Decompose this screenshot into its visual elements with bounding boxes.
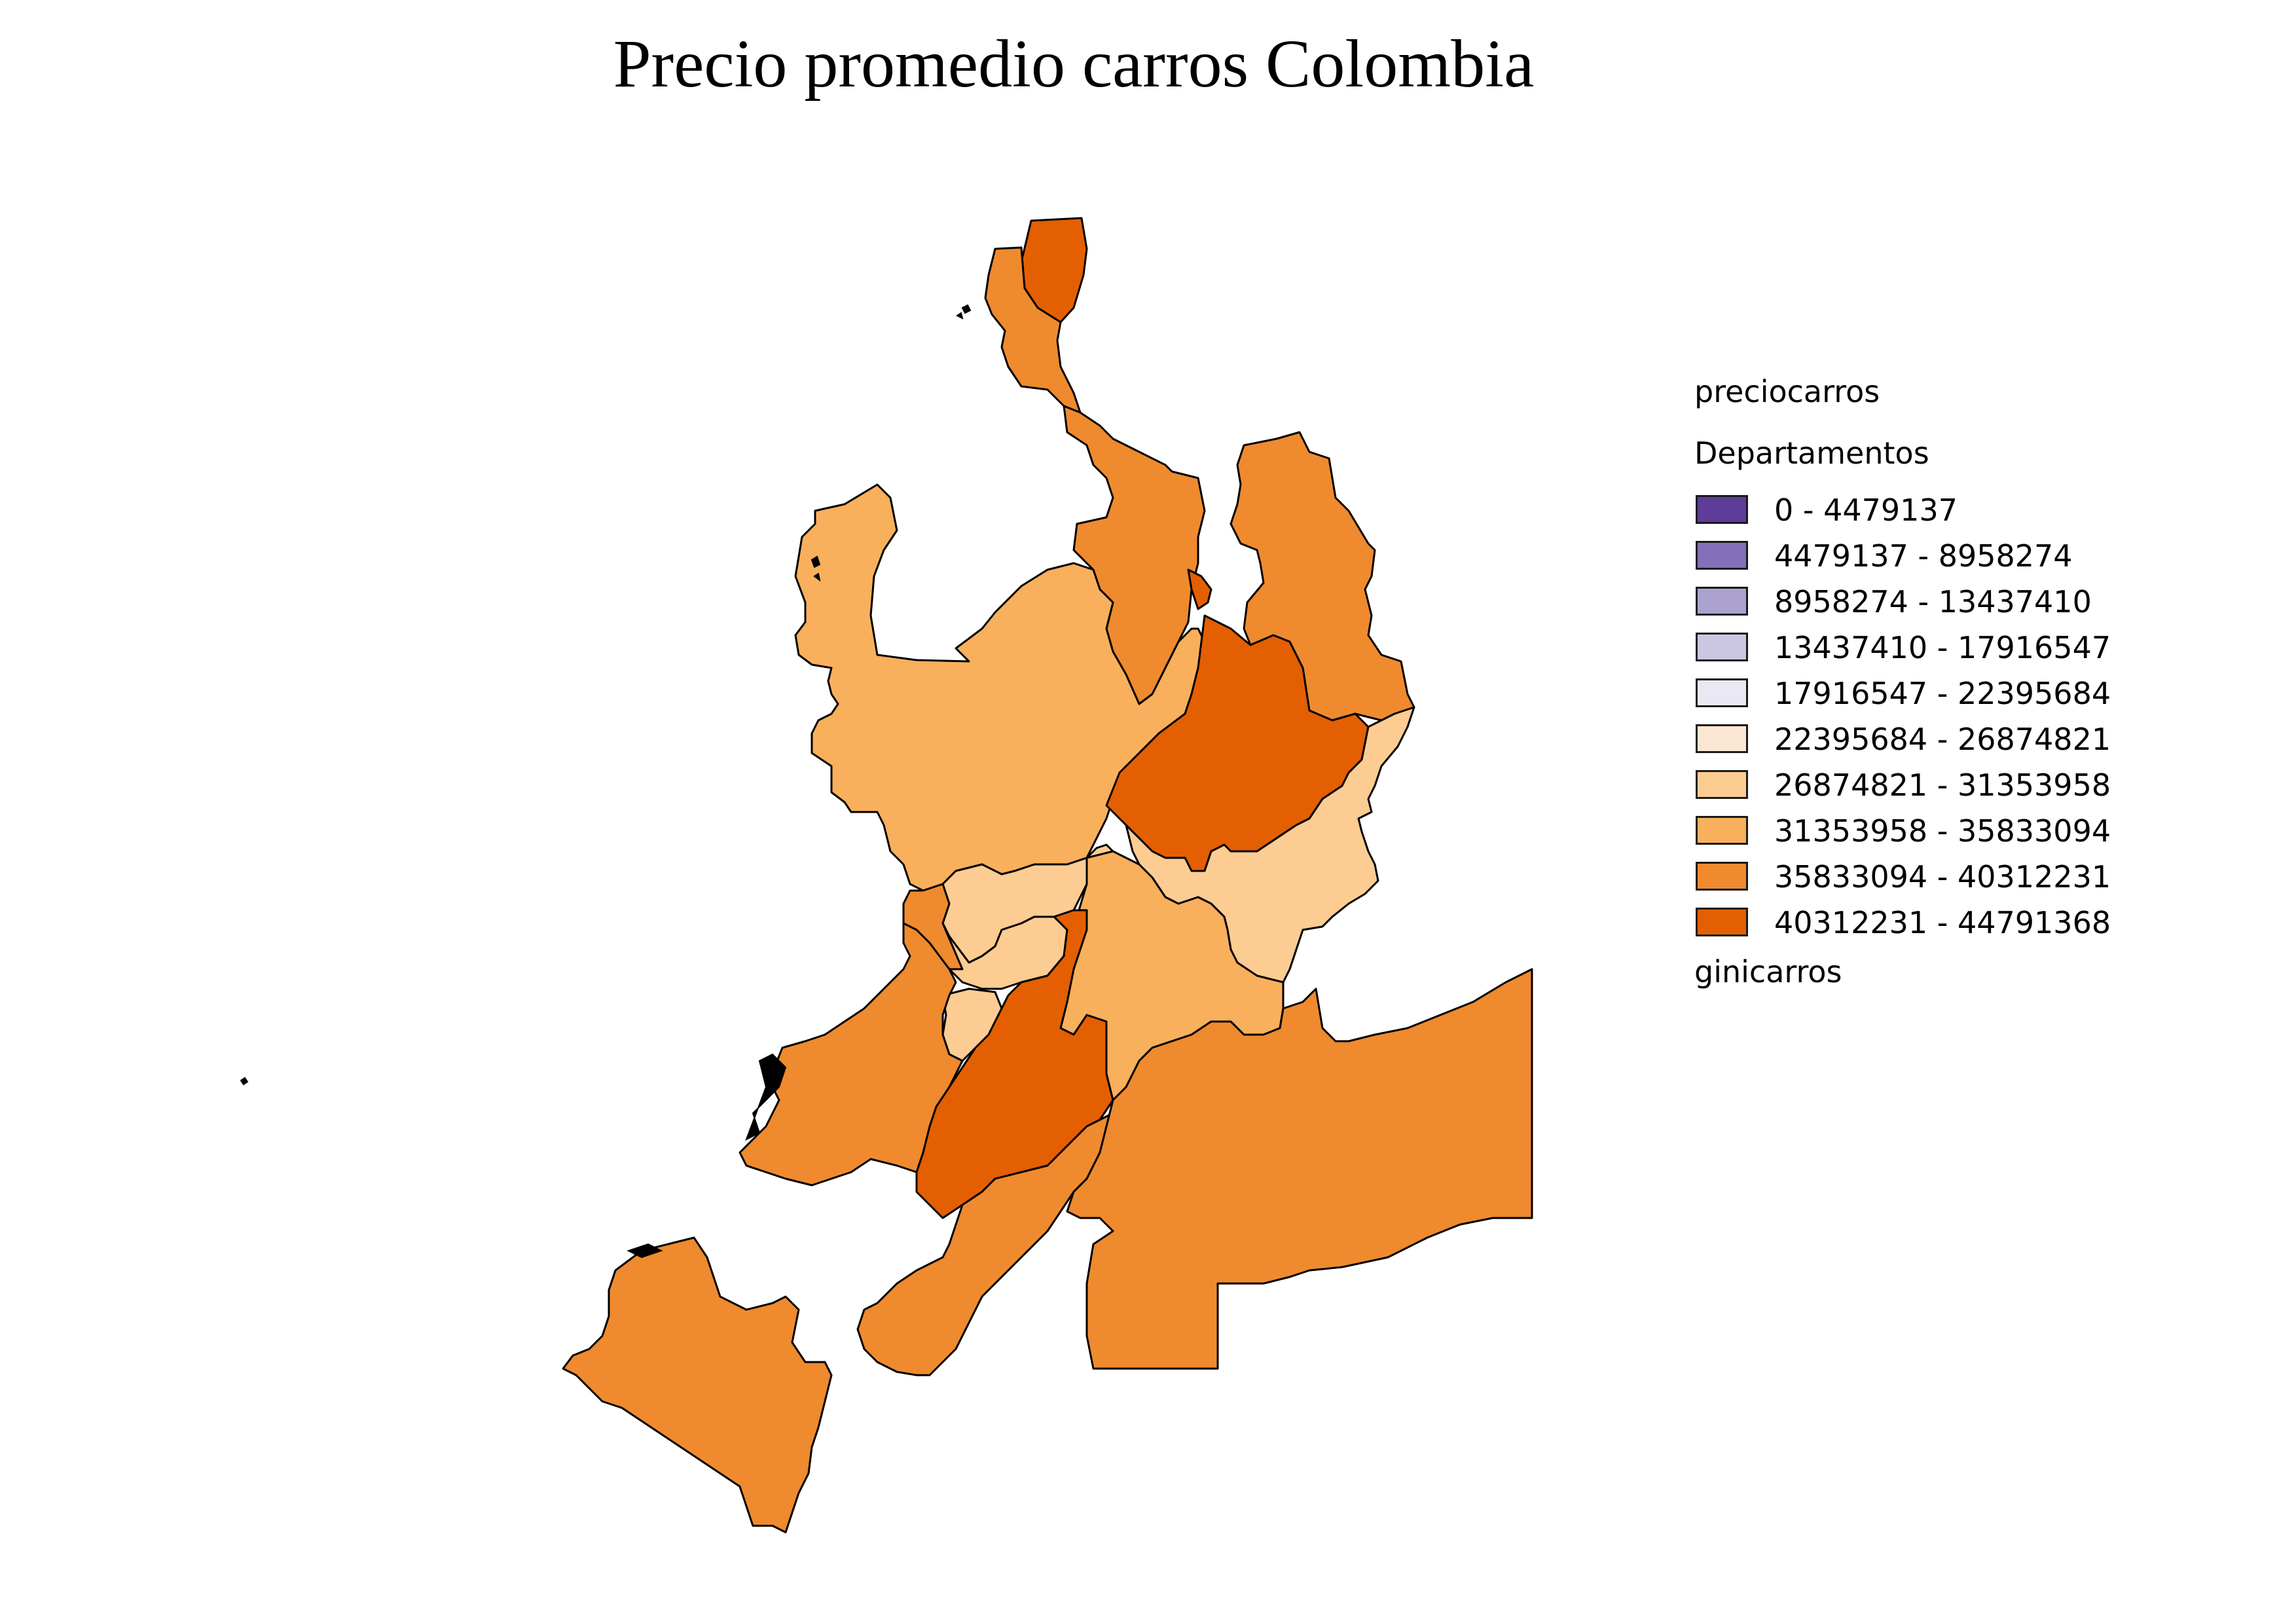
legend-label: 4479137 - 8958274 bbox=[1774, 538, 2073, 574]
legend-label: 0 - 4479137 bbox=[1774, 492, 1958, 528]
legend-swatch bbox=[1696, 908, 1748, 936]
legend-swatch bbox=[1696, 816, 1748, 845]
legend-item: 0 - 4479137 bbox=[1694, 487, 1958, 533]
caribbean-islets bbox=[956, 304, 972, 320]
legend-item: 31353958 - 35833094 bbox=[1694, 808, 2111, 854]
legend-label: 26874821 - 31353958 bbox=[1774, 767, 2111, 803]
legend-item: 26874821 - 31353958 bbox=[1694, 762, 2111, 808]
legend-label: 22395684 - 26874821 bbox=[1774, 722, 2111, 757]
legend-swatch bbox=[1696, 678, 1748, 707]
legend-swatch bbox=[1696, 770, 1748, 799]
legend-item: 8958274 - 13437410 bbox=[1694, 579, 2092, 625]
legend-swatch bbox=[1696, 633, 1748, 661]
legend-swatch bbox=[1696, 862, 1748, 891]
legend-layer-title: preciocarros bbox=[1694, 374, 1880, 409]
map-region-arauca-strip[interactable] bbox=[1187, 568, 1212, 610]
coastline-details bbox=[240, 304, 972, 1259]
legend-label: 13437410 - 17916547 bbox=[1774, 630, 2111, 665]
san-andres-island bbox=[240, 1077, 249, 1086]
legend-item: 13437410 - 17916547 bbox=[1694, 625, 2111, 671]
legend-label: 35833094 - 40312231 bbox=[1774, 859, 2111, 895]
map-title: Precio promedio carros Colombia bbox=[613, 26, 1535, 101]
legend-label: 40312231 - 44791368 bbox=[1774, 905, 2111, 940]
legend-label: 31353958 - 35833094 bbox=[1774, 813, 2111, 849]
pacific-south-islets bbox=[627, 1243, 663, 1259]
legend-label: 17916547 - 22395684 bbox=[1774, 676, 2111, 711]
legend-group-title: Departamentos bbox=[1694, 435, 1929, 471]
legend-item: 17916547 - 22395684 bbox=[1694, 671, 2111, 716]
legend-item: 22395684 - 26874821 bbox=[1694, 716, 2111, 762]
map-region-norte-santander[interactable] bbox=[1230, 431, 1415, 722]
pacific-coast-islets bbox=[745, 1053, 787, 1141]
legend-swatch bbox=[1696, 495, 1748, 524]
map-region-valle[interactable] bbox=[738, 922, 964, 1187]
legend-swatch bbox=[1696, 541, 1748, 570]
legend-item: 4479137 - 8958274 bbox=[1694, 533, 2073, 579]
map-region-narino-cauca[interactable] bbox=[562, 1236, 833, 1534]
legend-second-layer-title: ginicarros bbox=[1694, 954, 1842, 989]
legend-label: 8958274 - 13437410 bbox=[1774, 584, 2092, 619]
legend-items: 0 - 4479137 4479137 - 8958274 8958274 - 13… bbox=[1694, 487, 2111, 946]
gulf-urabá-islets bbox=[811, 555, 821, 582]
legend-swatch bbox=[1696, 724, 1748, 753]
legend-item: 40312231 - 44791368 bbox=[1694, 900, 2111, 946]
legend-swatch bbox=[1696, 587, 1748, 616]
map-region-amazonas-vaupes[interactable] bbox=[1066, 968, 1533, 1370]
legend-item: 35833094 - 40312231 bbox=[1694, 854, 2111, 900]
map-legend: preciocarros Departamentos 0 - 4479137 44… bbox=[1694, 372, 2111, 991]
